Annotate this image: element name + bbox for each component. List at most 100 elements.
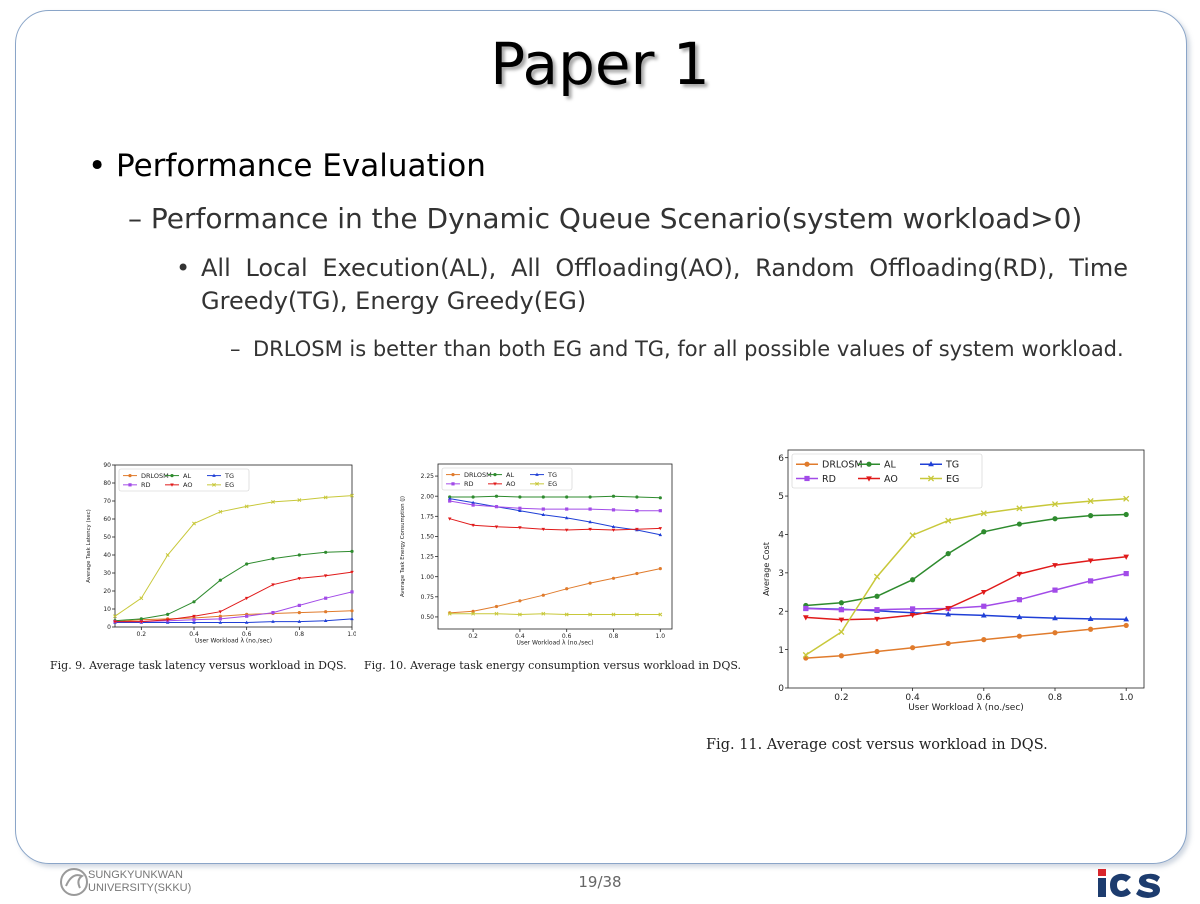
series-line-al bbox=[805, 513, 1127, 607]
series-line-al bbox=[114, 550, 353, 622]
data-point-tg bbox=[447, 496, 452, 500]
data-point-rd bbox=[658, 509, 662, 513]
dash-icon: – bbox=[128, 202, 151, 235]
legend-marker bbox=[170, 474, 174, 478]
data-point-al bbox=[945, 551, 951, 557]
series-line-al bbox=[449, 495, 661, 499]
data-point-al bbox=[635, 495, 639, 499]
figure-caption-latency: Fig. 9. Average task latency versus work… bbox=[50, 659, 347, 672]
bullet-level-4: – DRLOSM is better than both EG and TG, f… bbox=[230, 334, 1128, 364]
data-point-al bbox=[838, 600, 844, 606]
series-line-rd bbox=[449, 500, 661, 512]
data-point-al bbox=[1088, 513, 1094, 519]
legend-label: AL bbox=[884, 460, 896, 471]
data-point-ao bbox=[139, 620, 144, 624]
ics-logo-text: iCS bbox=[1165, 866, 1166, 867]
legend-label: AO bbox=[183, 481, 192, 489]
data-point-tg bbox=[588, 520, 592, 524]
y-tick-label: 0.50 bbox=[421, 614, 435, 621]
data-point-eg bbox=[541, 611, 546, 616]
bullet-level-3: • All Local Execution(AL), All Offloading… bbox=[176, 252, 1128, 318]
x-tick-label: 0.8 bbox=[609, 633, 619, 640]
data-point-eg bbox=[980, 510, 987, 517]
legend-marker bbox=[535, 481, 539, 486]
legend-entry-ao: AO bbox=[488, 480, 515, 488]
y-tick-label: 5 bbox=[778, 492, 784, 502]
data-point-ao bbox=[297, 577, 302, 581]
data-point-tg bbox=[244, 620, 249, 624]
bullet-level-2: – Performance in the Dynamic Queue Scena… bbox=[128, 202, 1082, 235]
data-point-eg bbox=[634, 612, 639, 617]
plot-area bbox=[114, 464, 353, 628]
data-point-ao bbox=[1016, 571, 1023, 578]
data-point-ao bbox=[350, 570, 354, 575]
data-point-rd bbox=[803, 605, 809, 612]
legend-marker bbox=[493, 473, 497, 477]
data-point-al bbox=[166, 612, 170, 616]
dash-icon: – bbox=[230, 337, 241, 361]
data-point-al bbox=[588, 495, 592, 499]
y-tick-label: 2.25 bbox=[421, 473, 435, 480]
data-point-eg bbox=[838, 628, 845, 636]
data-point-rd bbox=[588, 507, 592, 511]
data-point-al bbox=[324, 550, 328, 554]
y-tick-label: 1.75 bbox=[421, 513, 435, 520]
data-point-al bbox=[271, 557, 275, 561]
data-point-eg bbox=[802, 651, 809, 659]
x-tick-label: 0.4 bbox=[515, 633, 525, 640]
data-point-rd bbox=[494, 505, 499, 509]
series-line-rd bbox=[805, 572, 1127, 611]
data-point-al bbox=[1123, 511, 1129, 518]
data-point-eg bbox=[658, 612, 663, 617]
data-point-ao bbox=[945, 606, 952, 612]
university-name-line1: SUNGKYUNKWAN bbox=[88, 869, 183, 881]
legend-entry-rd: RD bbox=[796, 474, 836, 485]
data-point-ao bbox=[1087, 558, 1094, 564]
series-tg bbox=[113, 616, 354, 624]
legend-marker bbox=[804, 461, 810, 467]
data-point-al bbox=[494, 494, 499, 498]
data-point-tg bbox=[192, 620, 196, 624]
data-point-al bbox=[1052, 516, 1058, 522]
series-eg bbox=[113, 493, 354, 619]
series-ao bbox=[113, 570, 354, 624]
data-point-al bbox=[658, 496, 662, 500]
series-al bbox=[803, 511, 1129, 609]
legend-entry-eg: EG bbox=[530, 480, 557, 488]
y-tick-label: 90 bbox=[103, 462, 111, 469]
bullet-dot-icon: • bbox=[176, 254, 191, 282]
data-point-rd bbox=[1123, 571, 1129, 577]
data-point-eg bbox=[244, 504, 249, 509]
y-axis-label: Average Task Energy Consumption (J) bbox=[400, 496, 406, 597]
x-tick-label: 0.4 bbox=[189, 631, 199, 638]
data-point-ao bbox=[244, 596, 249, 601]
legend-marker bbox=[212, 473, 216, 477]
y-tick-label: 50 bbox=[103, 534, 111, 541]
y-axis-label: Average Task Latency (sec) bbox=[86, 509, 92, 583]
data-point-eg bbox=[139, 596, 144, 601]
legend-entry-eg: EG bbox=[920, 474, 959, 485]
legend-entry-drlosm: DRLOSM bbox=[123, 472, 169, 480]
data-point-tg bbox=[658, 532, 663, 537]
series-ao bbox=[447, 517, 663, 532]
x-tick-label: 0.2 bbox=[137, 631, 147, 638]
data-point-drlosm bbox=[350, 609, 354, 613]
data-point-ao bbox=[471, 523, 475, 528]
data-point-rd bbox=[635, 509, 639, 513]
legend-marker bbox=[804, 475, 810, 482]
data-point-tg bbox=[271, 619, 275, 623]
bullet-level-3-text: All Local Execution(AL), All Offloading(… bbox=[201, 254, 1128, 315]
data-point-drlosm bbox=[611, 576, 616, 580]
legend-label: RD bbox=[464, 480, 474, 488]
data-point-tg bbox=[611, 524, 616, 529]
data-point-tg bbox=[541, 512, 546, 516]
data-point-eg bbox=[271, 499, 275, 504]
data-point-tg bbox=[980, 612, 987, 618]
x-tick-label: 0.2 bbox=[468, 633, 478, 640]
data-point-rd bbox=[245, 614, 249, 618]
y-tick-label: 0 bbox=[778, 684, 784, 694]
data-point-ao bbox=[838, 617, 845, 623]
data-point-al bbox=[218, 578, 222, 582]
latency-chart: 0.2 0.4 0.6 0.8 1.0 0 10 20 30 40 50 60 70 80 90 User W… bbox=[86, 462, 356, 644]
data-point-al bbox=[874, 593, 880, 599]
